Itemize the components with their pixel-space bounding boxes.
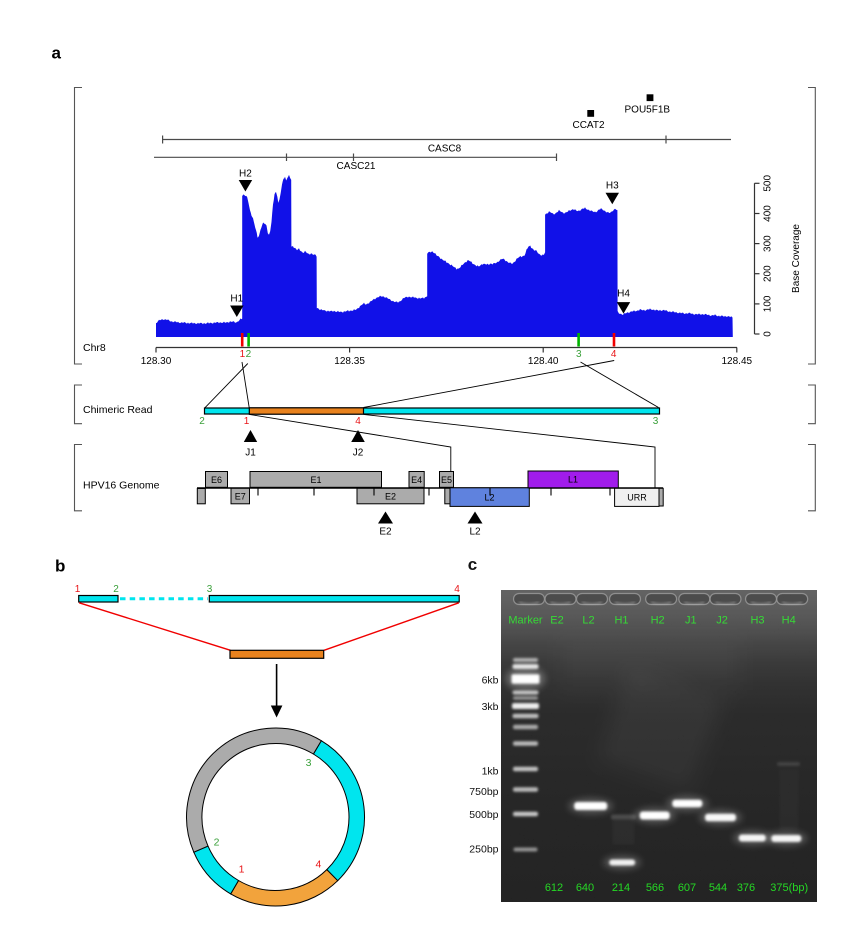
svg-text:E1: E1	[310, 475, 321, 485]
svg-text:250bp: 250bp	[469, 844, 498, 856]
svg-text:E2: E2	[379, 527, 392, 538]
svg-text:500bp: 500bp	[469, 809, 498, 821]
svg-text:J1: J1	[245, 448, 256, 459]
svg-text:566: 566	[646, 882, 664, 894]
svg-text:3: 3	[576, 349, 582, 360]
svg-text:c: c	[468, 555, 477, 574]
svg-text:0: 0	[763, 331, 774, 337]
svg-text:1: 1	[240, 349, 246, 360]
svg-text:Chimeric Read: Chimeric Read	[83, 404, 153, 416]
svg-text:400: 400	[763, 205, 774, 222]
svg-text:1: 1	[239, 864, 245, 876]
svg-text:a: a	[52, 44, 62, 63]
svg-text:E2: E2	[385, 492, 396, 502]
svg-text:3kb: 3kb	[482, 701, 499, 713]
svg-text:Chr8: Chr8	[83, 342, 106, 354]
svg-text:128.30: 128.30	[141, 356, 172, 367]
svg-text:1kb: 1kb	[482, 766, 499, 778]
svg-text:H2: H2	[239, 169, 252, 180]
svg-text:500: 500	[763, 175, 774, 192]
svg-text:2: 2	[214, 837, 220, 849]
svg-text:POU5F1B: POU5F1B	[625, 105, 671, 116]
svg-text:3: 3	[207, 584, 213, 595]
svg-text:128.35: 128.35	[334, 356, 365, 367]
svg-text:612: 612	[545, 882, 563, 894]
svg-text:CASC21: CASC21	[337, 161, 376, 172]
svg-text:L1: L1	[568, 475, 578, 485]
svg-text:2: 2	[199, 416, 205, 427]
svg-text:J2: J2	[353, 448, 364, 459]
svg-text:375(bp): 375(bp)	[770, 882, 808, 894]
svg-text:128.45: 128.45	[722, 356, 753, 367]
svg-text:640: 640	[576, 882, 594, 894]
svg-text:L2: L2	[484, 493, 494, 503]
svg-text:300: 300	[763, 235, 774, 252]
svg-text:1: 1	[75, 584, 81, 595]
svg-text:6kb: 6kb	[482, 675, 499, 687]
svg-text:H3: H3	[606, 181, 619, 192]
svg-text:1: 1	[244, 416, 250, 427]
svg-text:H1: H1	[230, 294, 243, 305]
svg-text:200: 200	[763, 265, 774, 282]
svg-text:376: 376	[737, 882, 755, 894]
svg-text:E5: E5	[441, 475, 452, 485]
svg-text:E7: E7	[235, 492, 246, 502]
svg-text:3: 3	[653, 416, 659, 427]
svg-text:4: 4	[611, 349, 617, 360]
svg-text:607: 607	[678, 882, 696, 894]
svg-text:4: 4	[315, 859, 321, 871]
svg-text:b: b	[55, 557, 65, 576]
svg-text:URR: URR	[627, 493, 647, 503]
svg-text:2: 2	[113, 584, 119, 595]
svg-text:L2: L2	[469, 527, 481, 538]
svg-text:214: 214	[612, 882, 630, 894]
svg-text:2: 2	[246, 349, 252, 360]
svg-text:Base Coverage: Base Coverage	[791, 224, 802, 293]
svg-text:CCAT2: CCAT2	[572, 120, 604, 131]
svg-text:100: 100	[763, 295, 774, 312]
svg-text:CASC8: CASC8	[428, 144, 462, 155]
svg-text:544: 544	[709, 882, 727, 894]
svg-text:HPV16 Genome: HPV16 Genome	[83, 480, 160, 492]
svg-text:750bp: 750bp	[469, 786, 498, 798]
svg-text:4: 4	[355, 416, 361, 427]
svg-text:H4: H4	[617, 289, 630, 300]
svg-text:128.40: 128.40	[528, 356, 559, 367]
svg-text:E4: E4	[411, 475, 422, 485]
svg-text:4: 4	[454, 584, 460, 595]
svg-text:3: 3	[306, 757, 312, 769]
svg-text:E6: E6	[211, 475, 222, 485]
